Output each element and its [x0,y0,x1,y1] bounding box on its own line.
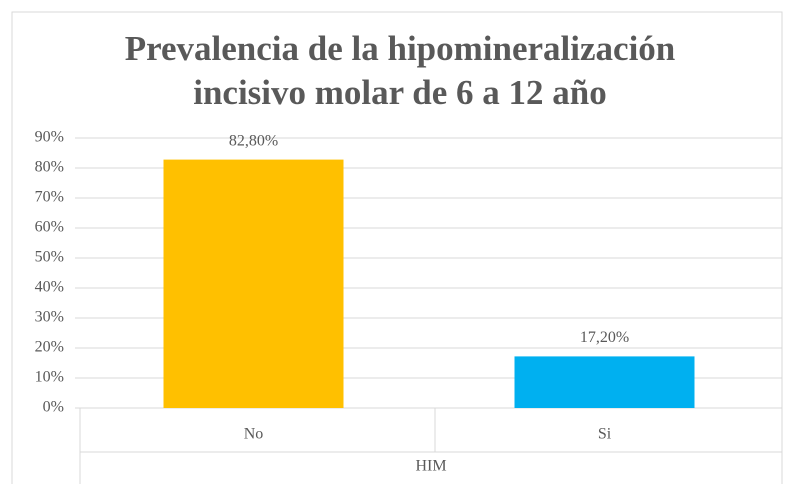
bar [514,356,695,408]
x-tick-label: No [244,426,264,443]
y-tick-label: 0% [43,399,64,416]
y-tick-label: 70% [35,189,64,206]
x-axis-label: HIM [415,458,446,475]
y-tick-label: 30% [35,309,64,326]
y-tick-label: 40% [35,279,64,296]
y-tick-label: 80% [35,159,64,176]
chart-title: Prevalencia de la hipomineralización [125,29,676,68]
bar [163,159,344,408]
y-tick-label: 20% [35,339,64,356]
y-tick-label: 90% [35,129,64,146]
value-label: 82,80% [229,132,278,149]
y-tick-label: 60% [35,219,64,236]
y-tick-label: 50% [35,249,64,266]
y-tick-label: 10% [35,369,64,386]
x-tick-label: Si [598,426,612,443]
chart-frame [11,11,783,484]
chart-title: incisivo molar de 6 a 12 año [193,73,607,112]
value-label: 17,20% [580,329,629,346]
